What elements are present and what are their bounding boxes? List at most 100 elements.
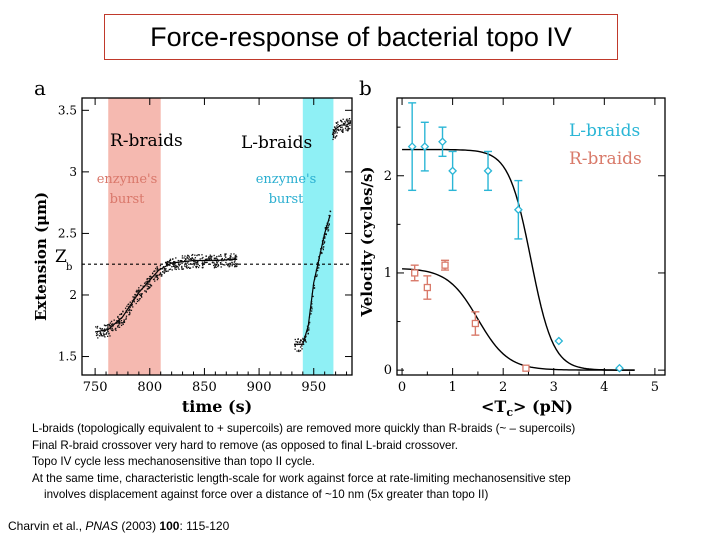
trace-dot xyxy=(113,319,115,321)
trace-dot xyxy=(101,328,104,330)
slide-title: Force-response of bacterial topo IV xyxy=(104,14,618,60)
trace-dot xyxy=(166,262,169,264)
trace-dot xyxy=(226,258,228,260)
trace-dot xyxy=(340,130,343,132)
trace-dot xyxy=(127,303,129,306)
trace-dot xyxy=(167,261,170,263)
trace-dot xyxy=(332,131,334,133)
trace-dot xyxy=(205,255,207,257)
trace-dot xyxy=(139,294,141,297)
trace-dot xyxy=(308,323,310,326)
trace-dot xyxy=(123,320,126,322)
trace-dot xyxy=(326,227,329,229)
y-axis-label: Extension (μm) xyxy=(32,192,50,321)
trace-dot xyxy=(158,274,160,276)
trace-dot xyxy=(143,285,146,288)
trace-dot xyxy=(109,335,111,337)
trace-dot xyxy=(311,293,313,295)
trace-dot xyxy=(337,128,339,131)
trace-dot xyxy=(100,328,102,330)
trace-dot xyxy=(163,267,166,270)
trace-dot xyxy=(298,349,300,351)
trace-dot xyxy=(177,267,179,269)
trace-dot xyxy=(342,118,344,120)
trace-dot xyxy=(153,270,155,273)
trace-dot xyxy=(230,255,232,257)
y-tick-label: 2.5 xyxy=(58,226,77,240)
trace-dot xyxy=(205,258,208,260)
trace-dot xyxy=(313,287,316,289)
trace-dot xyxy=(317,264,319,267)
trace-dot xyxy=(101,329,103,331)
trace-dot xyxy=(97,337,99,339)
x-axis-label-unit: > (pN) xyxy=(513,397,573,416)
trace-dot xyxy=(225,261,227,264)
trace-dot xyxy=(145,281,147,283)
trace-dot xyxy=(195,261,197,263)
trace-dot xyxy=(335,135,337,138)
trace-dot xyxy=(118,317,120,320)
trace-dot xyxy=(117,322,119,324)
trace-dot xyxy=(329,215,331,218)
trace-dot xyxy=(175,266,177,269)
trace-dot xyxy=(155,267,157,270)
trace-dot xyxy=(109,322,112,324)
axes-frame xyxy=(81,97,353,376)
trace-dot xyxy=(172,261,174,264)
trace-dot xyxy=(147,283,150,285)
trace-dot xyxy=(214,258,216,260)
trace-dot xyxy=(132,306,134,308)
trace-dot xyxy=(129,312,131,314)
trace-dot xyxy=(186,266,188,269)
x-tick-label: 900 xyxy=(247,380,272,395)
trace-dot xyxy=(129,309,131,311)
trace-dot xyxy=(147,287,149,290)
y-tick-label: 2 xyxy=(384,169,392,184)
trace-dot xyxy=(103,335,105,337)
trace-dot xyxy=(128,313,131,316)
trace-dot xyxy=(301,343,303,345)
trace-dot xyxy=(308,322,311,324)
citation-volume: 100 xyxy=(159,519,180,533)
trace-dot xyxy=(316,269,319,272)
caption-line: At the same time, characteristic length-… xyxy=(32,471,571,485)
trace-dot xyxy=(154,280,156,282)
trace-dot xyxy=(342,129,344,131)
trace-dot xyxy=(107,328,109,331)
trace-dot xyxy=(224,253,226,255)
trace-dot xyxy=(156,278,159,281)
trace-dot xyxy=(349,124,351,126)
trace-dot xyxy=(191,253,194,256)
region-band xyxy=(108,98,161,375)
trace-dot xyxy=(198,265,201,267)
trace-dot xyxy=(231,261,233,264)
trace-dot xyxy=(107,335,109,338)
trace-dot xyxy=(172,265,175,268)
trace-dot xyxy=(332,138,334,141)
trace-dot xyxy=(148,281,151,283)
trace-dot xyxy=(202,264,204,266)
trace-dot xyxy=(102,332,105,334)
trace-dot xyxy=(140,295,143,297)
trace-dot xyxy=(215,257,217,259)
trace-dot xyxy=(322,243,324,245)
trace-dot xyxy=(141,288,143,290)
trace-dot xyxy=(349,128,351,130)
trace-dot xyxy=(217,265,219,268)
trace-dot xyxy=(140,284,142,287)
zb-subscript: b xyxy=(66,262,72,273)
trace-dot xyxy=(186,262,189,264)
caption-line: L-braids (topologically equivalent to + … xyxy=(32,422,576,435)
trace-dot xyxy=(126,305,128,307)
trace-dot xyxy=(332,133,334,135)
data-point-diamond xyxy=(407,142,417,152)
trace-dot xyxy=(171,269,173,271)
x-tick-label: 5 xyxy=(651,380,659,395)
trace-dot xyxy=(134,293,136,296)
trace-dot xyxy=(156,275,158,277)
trace-dot xyxy=(223,258,226,260)
trace-dot xyxy=(220,255,222,257)
trace-dot xyxy=(120,313,123,315)
trace-dot xyxy=(296,350,298,352)
trace-dot xyxy=(233,253,235,255)
